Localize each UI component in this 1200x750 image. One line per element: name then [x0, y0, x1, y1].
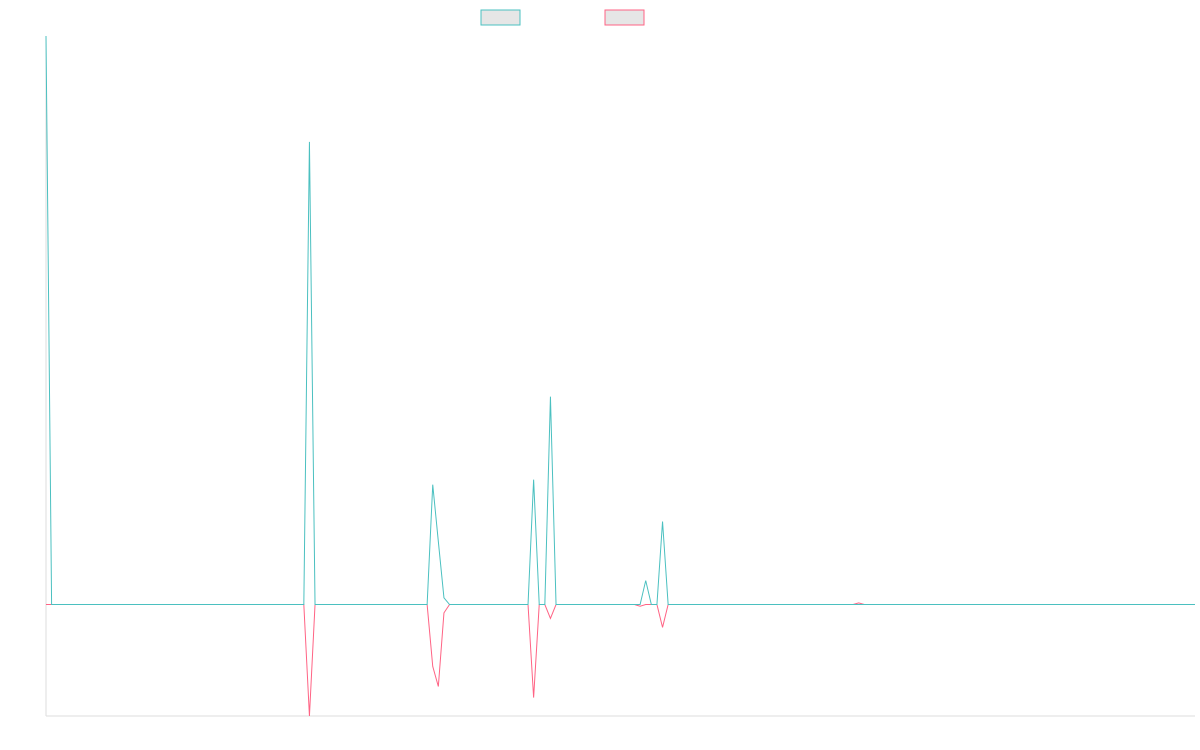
plot-area [45, 35, 1195, 717]
legend [480, 9, 645, 26]
legend-swatch[interactable] [480, 9, 521, 26]
series-line [45, 35, 1195, 606]
legend-swatch[interactable] [604, 9, 645, 26]
series-line [46, 602, 1195, 717]
